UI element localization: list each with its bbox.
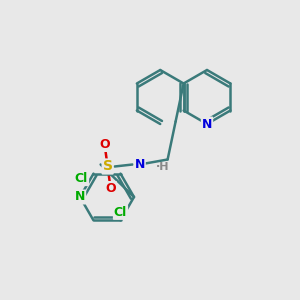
Text: O: O: [105, 182, 116, 195]
Text: Cl: Cl: [75, 172, 88, 185]
Text: N: N: [75, 190, 85, 203]
Text: S: S: [103, 160, 112, 173]
Text: Cl: Cl: [114, 206, 127, 219]
Text: N: N: [134, 158, 145, 171]
Text: N: N: [202, 118, 212, 130]
Text: ·H: ·H: [156, 161, 169, 172]
Text: O: O: [99, 138, 110, 151]
